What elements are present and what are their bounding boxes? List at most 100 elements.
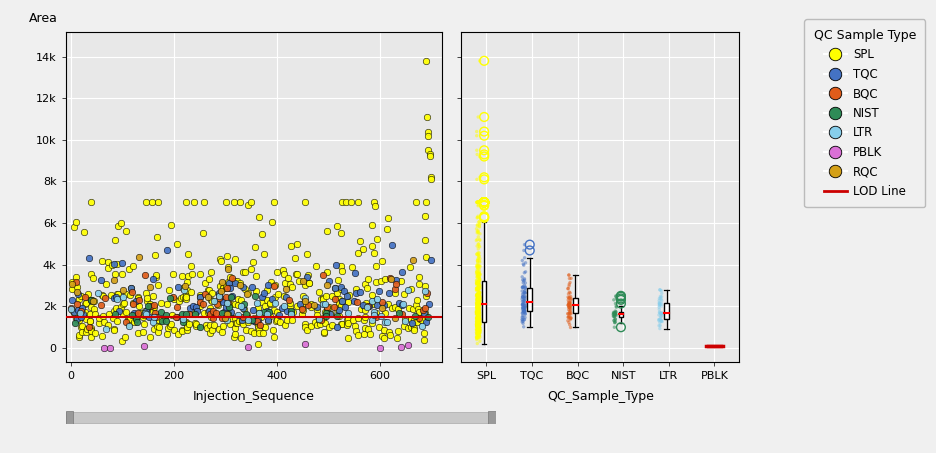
Point — [227, 325, 242, 332]
Point — [517, 308, 532, 316]
Point — [218, 315, 233, 322]
Point — [414, 316, 429, 323]
Point — [372, 323, 387, 330]
Point — [470, 198, 485, 206]
Point — [607, 313, 622, 320]
Point — [167, 295, 182, 303]
Point — [471, 308, 486, 316]
Point — [471, 317, 486, 324]
Point — [77, 308, 92, 316]
Point — [472, 277, 487, 284]
Point — [87, 297, 102, 304]
Point — [651, 316, 666, 323]
Point — [471, 297, 486, 304]
Point — [516, 320, 531, 327]
Point — [110, 291, 125, 298]
Point — [162, 323, 177, 330]
Point — [225, 293, 240, 300]
Point — [110, 260, 124, 267]
Point — [220, 299, 235, 307]
Point — [471, 303, 486, 310]
Point — [469, 295, 484, 303]
Point — [516, 284, 531, 291]
Point — [304, 300, 319, 308]
Point — [188, 311, 203, 318]
Point — [71, 314, 86, 321]
Point — [470, 313, 485, 321]
Point — [377, 310, 392, 317]
Point — [518, 300, 533, 307]
Point — [473, 237, 488, 244]
Point — [309, 262, 324, 269]
Point — [469, 225, 484, 232]
Point — [350, 299, 365, 306]
Point — [183, 263, 198, 270]
Point — [476, 132, 491, 140]
Point — [398, 315, 413, 323]
X-axis label: QC_Sample_Type: QC_Sample_Type — [547, 390, 654, 403]
Point — [221, 279, 236, 286]
Point — [473, 329, 488, 336]
Point — [608, 312, 623, 319]
Point — [470, 317, 485, 324]
Point — [329, 313, 344, 320]
Point — [476, 198, 491, 206]
Y-axis label: Area: Area — [28, 12, 57, 25]
Point — [473, 315, 488, 323]
Point — [518, 311, 533, 318]
Point — [471, 297, 486, 304]
Point — [122, 265, 137, 273]
Point — [336, 287, 351, 294]
Point — [471, 293, 486, 300]
Point — [563, 300, 578, 308]
Point — [258, 323, 273, 331]
Point — [472, 320, 487, 327]
Point — [561, 313, 576, 321]
Point — [275, 266, 290, 274]
Point — [376, 326, 391, 333]
Point — [316, 329, 331, 336]
Point — [472, 300, 487, 307]
Point — [470, 257, 485, 264]
Point — [652, 316, 667, 323]
Point — [652, 308, 667, 316]
Point — [295, 305, 310, 313]
Point — [69, 219, 84, 226]
Point — [180, 251, 195, 258]
Point — [471, 325, 486, 332]
Point — [239, 326, 254, 333]
Point — [518, 289, 533, 297]
Point — [215, 284, 230, 292]
Point — [470, 304, 485, 311]
Point — [473, 282, 488, 289]
Point — [96, 318, 111, 326]
Point — [473, 324, 488, 332]
Point — [396, 290, 411, 298]
Point — [207, 322, 222, 329]
Point — [396, 323, 411, 330]
Point — [358, 314, 373, 321]
Point — [472, 322, 487, 329]
Point — [91, 289, 106, 297]
Point — [469, 320, 484, 327]
Point — [476, 176, 491, 183]
Point — [297, 297, 312, 304]
Point — [471, 241, 486, 248]
Point — [472, 280, 487, 288]
Point — [251, 309, 266, 316]
Point — [470, 314, 485, 322]
Point — [410, 306, 425, 313]
Point — [114, 337, 129, 345]
Point — [472, 314, 487, 322]
Point — [213, 257, 228, 265]
Point — [405, 320, 420, 328]
Point — [470, 299, 485, 306]
Point — [471, 327, 486, 334]
Point — [92, 314, 107, 321]
Point — [470, 314, 485, 322]
Point — [471, 279, 486, 286]
Point — [471, 245, 486, 252]
Point — [174, 272, 189, 280]
Point — [198, 321, 213, 328]
Point — [470, 262, 485, 270]
